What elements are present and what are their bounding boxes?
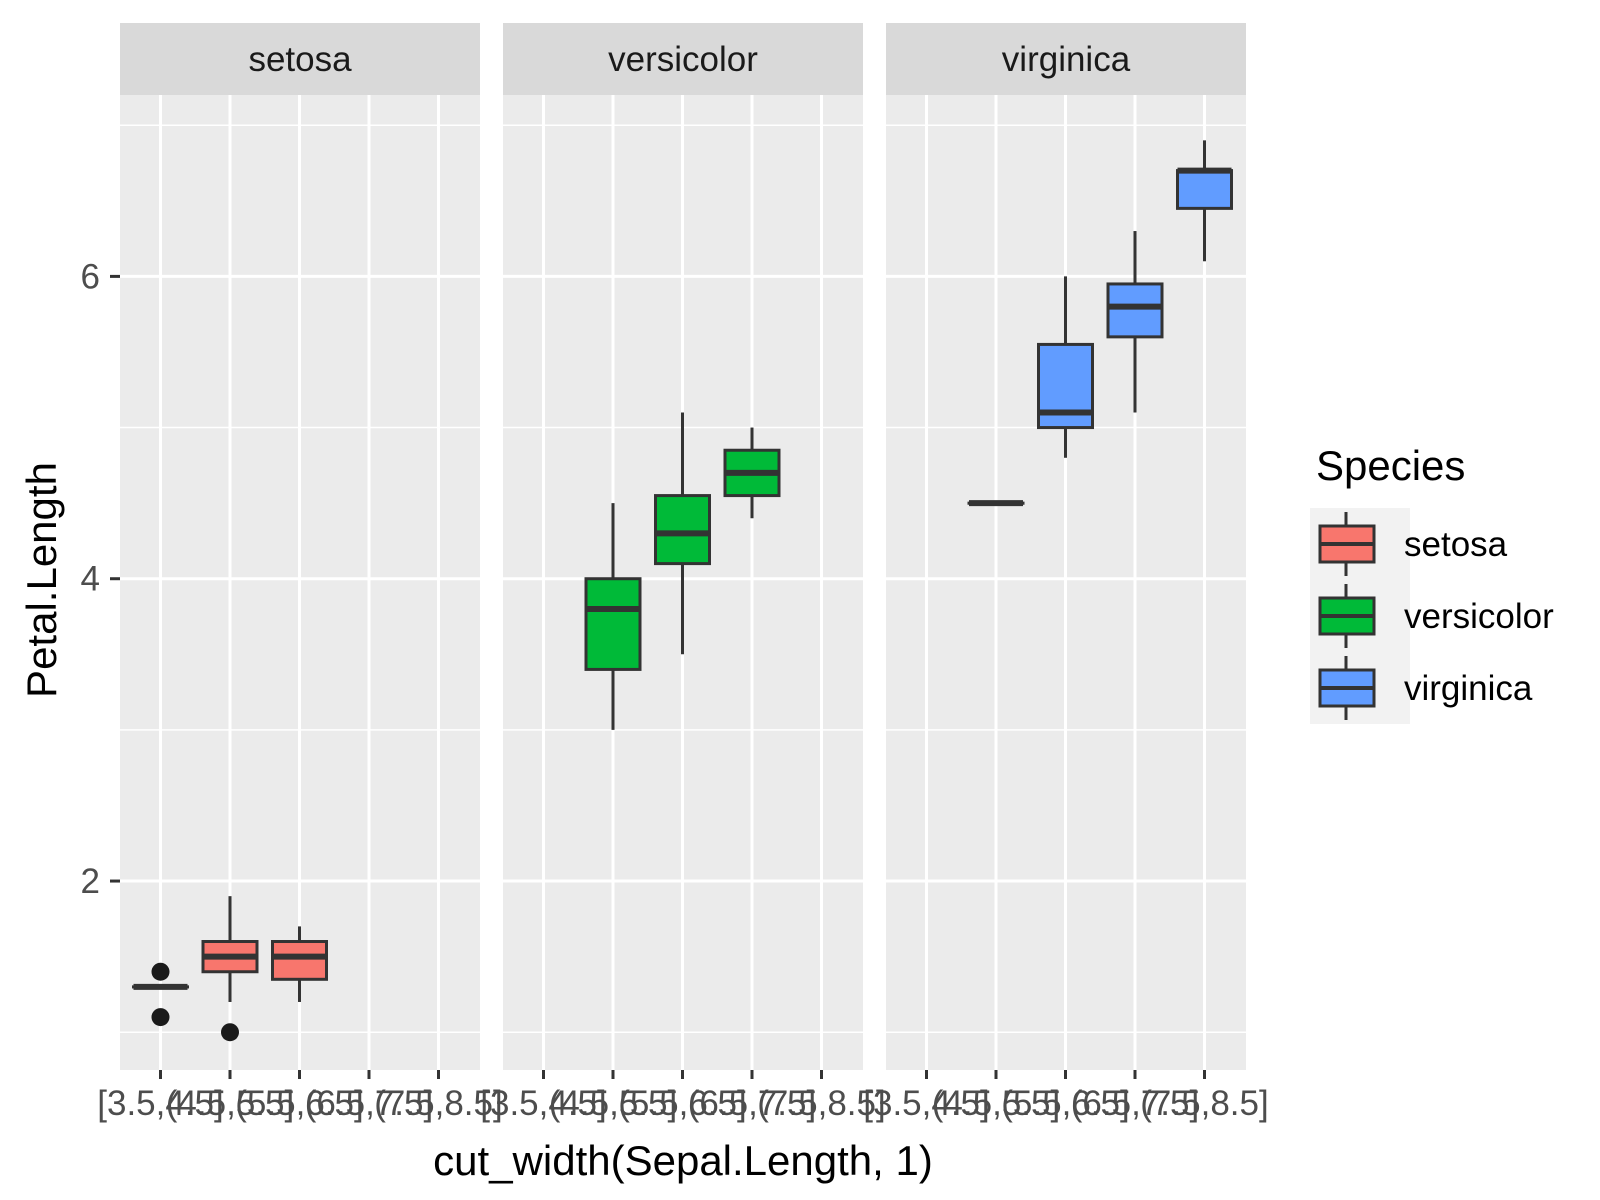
- legend-item-label: setosa: [1404, 525, 1508, 564]
- x-tick-label: (4.5,5.5]: [932, 1084, 1060, 1123]
- x-tick-label: (7.5,8.5]: [374, 1084, 502, 1123]
- x-tick-label: (6.5,7.5]: [305, 1084, 433, 1123]
- box-body: [584, 577, 642, 671]
- facet-virginica: virginica: [886, 23, 1246, 1070]
- x-tick-label: (6.5,7.5]: [688, 1084, 816, 1123]
- x-axis: [3.5,4.5](4.5,5.5](5.5,6.5](6.5,7.5](7.5…: [97, 1070, 1269, 1123]
- x-tick-label: (4.5,5.5]: [549, 1084, 677, 1123]
- facet-strip: [886, 23, 1246, 95]
- facet-strip-label: virginica: [1002, 40, 1131, 79]
- outlier-point: [151, 1008, 170, 1027]
- x-tick-label: (5.5,6.5]: [235, 1084, 363, 1123]
- facet-setosa: setosa: [120, 23, 480, 1070]
- x-tick-label: (6.5,7.5]: [1071, 1084, 1199, 1123]
- x-tick-label: [3.5,4.5]: [480, 1084, 606, 1123]
- facet-panels: setosa versicolor virginica: [120, 23, 1246, 1070]
- x-tick-label: [3.5,4.5]: [97, 1084, 223, 1123]
- legend-item-versicolor: versicolor: [1318, 584, 1554, 648]
- box-virginica-2: [1037, 276, 1094, 458]
- x-tick-label: (4.5,5.5]: [166, 1084, 294, 1123]
- legend-item-label: virginica: [1404, 669, 1533, 708]
- x-tick-label: (7.5,8.5]: [757, 1084, 885, 1123]
- outlier-point: [151, 962, 170, 981]
- legend: Species setosa versicolor virginica: [1310, 442, 1554, 724]
- box-body: [1106, 282, 1164, 339]
- box-setosa-2: [271, 926, 328, 1002]
- y-tick-label: 2: [81, 862, 100, 901]
- facet-strip: [120, 23, 480, 95]
- x-tick-label: (7.5,8.5]: [1140, 1084, 1268, 1123]
- legend-item-virginica: virginica: [1318, 656, 1533, 720]
- outlier-point: [221, 1023, 239, 1042]
- box-virginica-3: [1106, 231, 1164, 413]
- legend-item-label: versicolor: [1404, 597, 1554, 636]
- y-axis-title: Petal.Length: [18, 462, 65, 698]
- x-tick-label: [3.5,4.5]: [863, 1084, 989, 1123]
- box-virginica-4: [1176, 140, 1233, 262]
- legend-item-setosa: setosa: [1318, 512, 1508, 576]
- x-tick-label: (5.5,6.5]: [1001, 1084, 1129, 1123]
- box-setosa-1: [201, 896, 259, 1042]
- facet-strip-label: setosa: [248, 40, 352, 79]
- box-versicolor-1: [584, 503, 642, 730]
- box-versicolor-2: [654, 412, 711, 655]
- x-tick-label: (5.5,6.5]: [618, 1084, 746, 1123]
- facet-strip-label: versicolor: [608, 40, 758, 79]
- legend-title: Species: [1316, 442, 1465, 489]
- box-body: [654, 494, 711, 566]
- y-axis: 2 4 6: [81, 257, 120, 901]
- facet-versicolor: versicolor: [503, 23, 863, 1070]
- x-axis-title: cut_width(Sepal.Length, 1): [433, 1137, 933, 1184]
- box-body: [271, 940, 328, 981]
- facet-strip: [503, 23, 863, 95]
- box-setosa-0: [132, 962, 189, 1027]
- box-body: [1176, 169, 1233, 210]
- box-versicolor-3: [723, 427, 781, 519]
- y-tick-label: 6: [81, 257, 100, 296]
- y-tick-label: 4: [81, 560, 100, 599]
